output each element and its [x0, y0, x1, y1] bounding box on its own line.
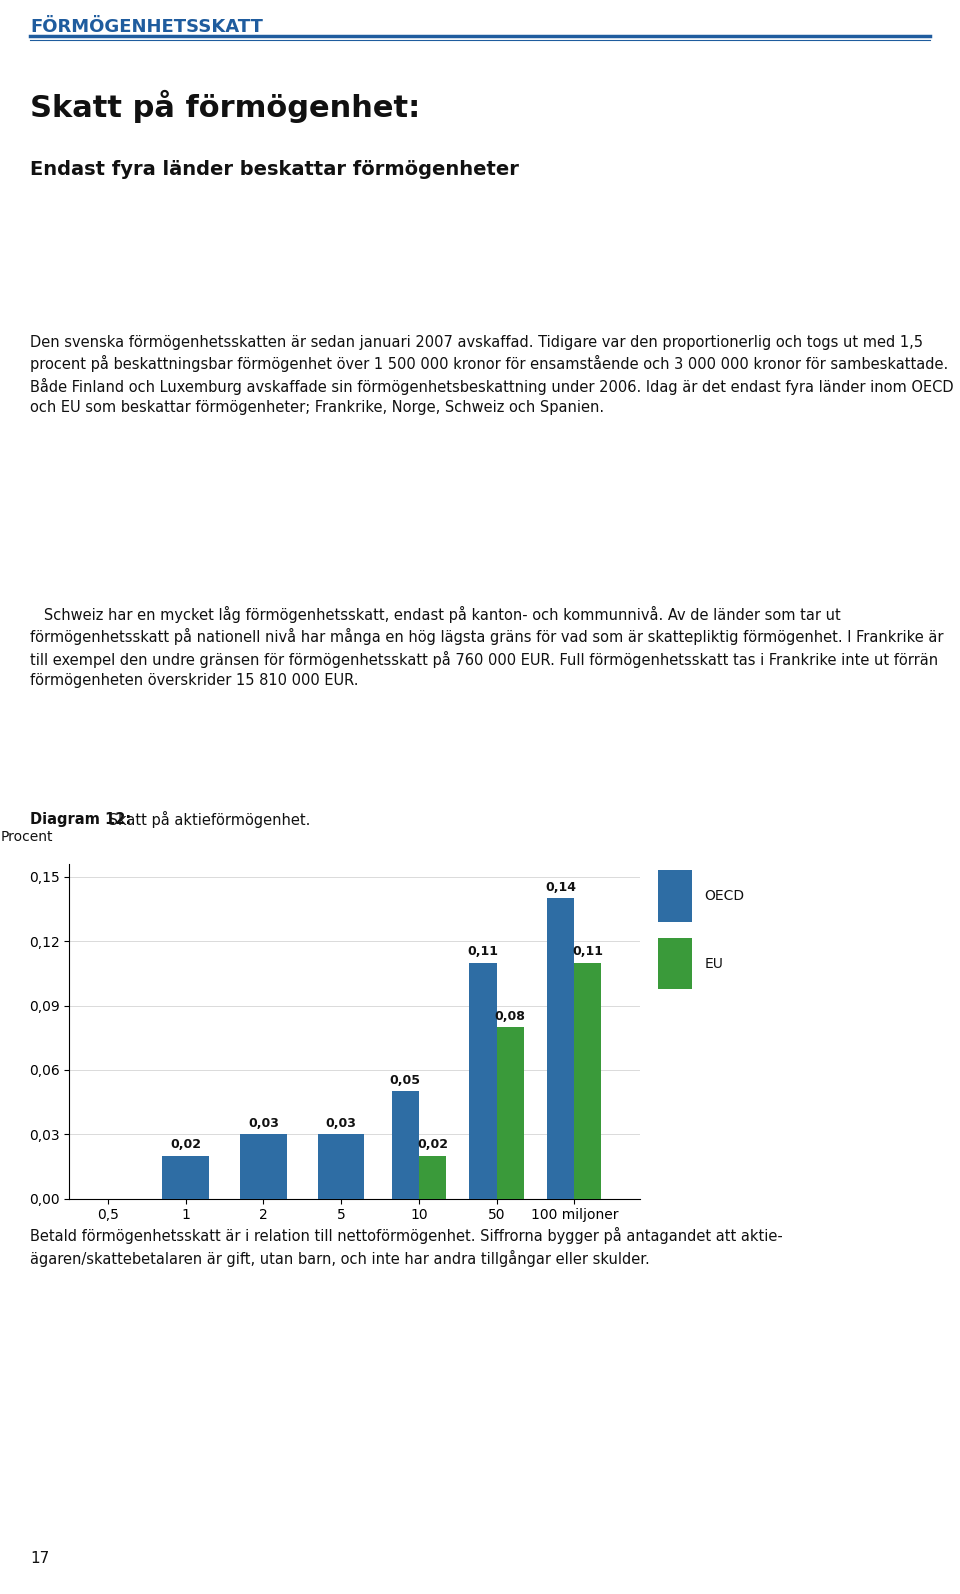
Bar [496, 1027, 524, 1199]
Text: 0,03: 0,03 [325, 1117, 356, 1130]
Text: 17: 17 [30, 1551, 49, 1565]
Bar [162, 1156, 209, 1199]
Text: Betald förmögenhetsskatt är i relation till nettoförmögenhet. Siffrorna bygger p: Betald förmögenhetsskatt är i relation t… [30, 1227, 782, 1267]
Text: EU: EU [705, 956, 723, 971]
Text: FÖRMÖGENHETSSKATT: FÖRMÖGENHETSSKATT [30, 18, 263, 37]
Text: Procent: Procent [1, 830, 53, 843]
Text: Schweiz har en mycket låg förmögenhetsskatt, endast på kanton- och kommunnivå. A: Schweiz har en mycket låg förmögenhetssk… [30, 606, 944, 687]
Bar [240, 1135, 287, 1199]
Bar [574, 963, 602, 1199]
Bar [469, 963, 496, 1199]
Text: 0,02: 0,02 [170, 1138, 202, 1151]
Text: 0,03: 0,03 [248, 1117, 278, 1130]
Bar [547, 899, 574, 1199]
Bar [658, 870, 692, 921]
Text: Skatt på aktieförmögenhet.: Skatt på aktieförmögenhet. [105, 811, 311, 827]
Text: 0,11: 0,11 [572, 945, 604, 958]
Text: 0,11: 0,11 [468, 945, 498, 958]
Bar [392, 1092, 419, 1199]
Bar [419, 1156, 446, 1199]
Text: Den svenska förmögenhetsskatten är sedan januari 2007 avskaffad. Tidigare var de: Den svenska förmögenhetsskatten är sedan… [30, 335, 953, 414]
Text: Diagram 12:: Diagram 12: [30, 811, 131, 827]
Bar [658, 937, 692, 990]
Text: 0,02: 0,02 [417, 1138, 448, 1151]
Text: 0,08: 0,08 [494, 1009, 525, 1023]
Text: 0,14: 0,14 [545, 881, 576, 894]
Text: Endast fyra länder beskattar förmögenheter: Endast fyra länder beskattar förmögenhet… [30, 159, 518, 179]
Text: OECD: OECD [705, 889, 744, 902]
Bar [318, 1135, 365, 1199]
Text: Skatt på förmögenhet:: Skatt på förmögenhet: [30, 89, 420, 123]
Text: 0,05: 0,05 [390, 1074, 420, 1087]
